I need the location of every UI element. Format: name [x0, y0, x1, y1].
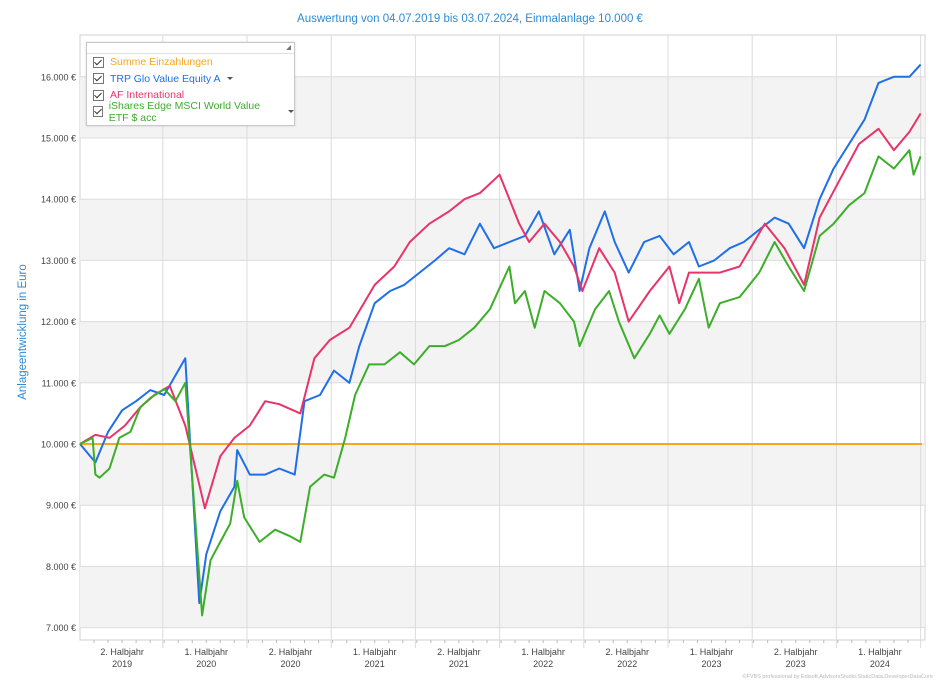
x-tick-label: 2. Halbjahr: [606, 647, 650, 657]
x-tick-year: 2020: [280, 659, 300, 669]
legend-item[interactable]: iShares Edge MSCI World Value ETF $ acc: [87, 100, 294, 124]
x-tick-year: 2019: [112, 659, 132, 669]
legend-item[interactable]: Summe Einzahlungen: [87, 54, 294, 71]
x-tick-label: 1. Halbjahr: [858, 647, 902, 657]
y-tick-label: 10.000 €: [41, 440, 76, 450]
grid-band: [80, 321, 925, 383]
series-line-1: [79, 63, 922, 605]
grid-band: [80, 444, 925, 506]
legend-item[interactable]: AF International: [87, 87, 294, 104]
grid-band: [80, 566, 925, 628]
legend-checkbox[interactable]: [93, 56, 104, 68]
legend-checkbox[interactable]: [93, 89, 104, 101]
x-tick-year: 2022: [533, 659, 553, 669]
chart-title: Auswertung von 04.07.2019 bis 03.07.2024…: [297, 13, 644, 25]
y-tick-label: 12.000 €: [41, 317, 76, 327]
legend-checkbox[interactable]: [93, 73, 104, 85]
y-tick-label: 9.000 €: [46, 501, 76, 511]
y-axis-label: Anlageentwicklung in Euro: [17, 264, 29, 400]
x-tick-year: 2021: [449, 659, 469, 669]
legend-label: AF International: [110, 89, 185, 102]
y-tick-label: 15.000 €: [41, 134, 76, 144]
x-tick-label: 1. Halbjahr: [521, 647, 565, 657]
x-tick-label: 2. Halbjahr: [437, 647, 481, 657]
x-tick-year: 2021: [365, 659, 385, 669]
legend-item[interactable]: TRP Glo Value Equity A: [87, 71, 294, 88]
x-tick-year: 2020: [196, 659, 216, 669]
legend-checkbox[interactable]: [93, 106, 103, 118]
legend-header: [87, 43, 294, 54]
legend-label: TRP Glo Value Equity A: [110, 72, 221, 85]
x-tick-label: 1. Halbjahr: [353, 647, 397, 657]
x-tick-year: 2022: [617, 659, 637, 669]
legend-label: Summe Einzahlungen: [110, 56, 213, 69]
x-tick-label: 1. Halbjahr: [185, 647, 229, 657]
y-tick-label: 11.000 €: [42, 378, 76, 388]
dropdown-arrow-icon[interactable]: [226, 77, 233, 81]
y-tick-label: 16.000 €: [41, 72, 76, 82]
resize-grip-icon[interactable]: [286, 45, 291, 50]
x-tick-label: 2. Halbjahr: [269, 647, 313, 657]
x-tick-year: 2023: [701, 659, 721, 669]
x-tick-year: 2024: [870, 659, 890, 669]
dropdown-arrow-icon[interactable]: [288, 110, 294, 114]
y-tick-label: 7.000 €: [46, 623, 76, 633]
x-tick-label: 2. Halbjahr: [100, 647, 144, 657]
y-tick-label: 13.000 €: [41, 256, 76, 266]
legend-label: iShares Edge MSCI World Value ETF $ acc: [108, 99, 261, 124]
y-tick-label: 8.000 €: [46, 562, 76, 572]
grid-band: [80, 199, 925, 261]
y-tick-label: 14.000 €: [41, 195, 76, 205]
footer-credit: ©FVBS professional by Edisoft.AdvisorsSt…: [742, 674, 933, 680]
series-line-3: [79, 149, 922, 617]
series-line-2: [79, 112, 922, 510]
x-tick-label: 2. Halbjahr: [774, 647, 818, 657]
x-tick-year: 2023: [786, 659, 806, 669]
legend[interactable]: Summe Einzahlungen TRP Glo Value Equity A…: [86, 42, 295, 126]
x-tick-label: 1. Halbjahr: [690, 647, 734, 657]
